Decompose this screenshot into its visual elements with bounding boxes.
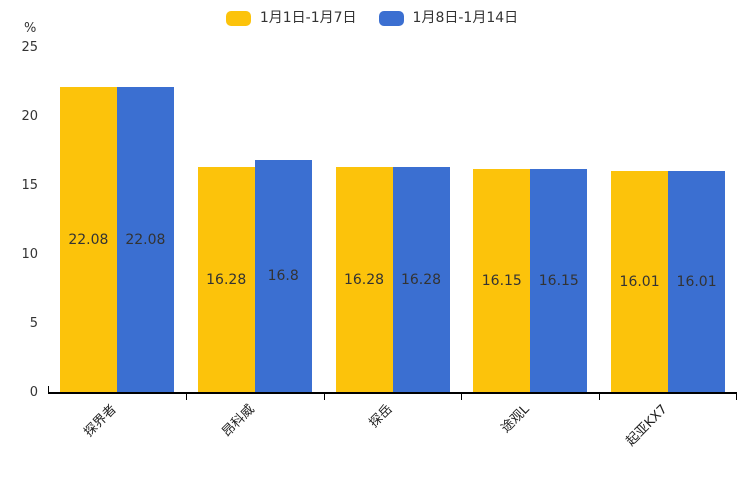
x-axis-tick [48, 386, 49, 392]
y-tick-label: 20 [21, 109, 38, 124]
x-category-label: 探岳 [366, 402, 396, 432]
bar-value-label: 16.15 [538, 272, 579, 289]
legend: 1月1日-1月7日 1月8日-1月14日 [0, 8, 744, 28]
bar-series2 [116, 87, 174, 392]
bar-value-label: 22.08 [125, 231, 166, 248]
y-tick-label: 0 [29, 385, 38, 400]
bar-series2 [254, 160, 312, 392]
bar-value-label: 16.01 [676, 273, 717, 290]
y-axis-unit-label: % [24, 21, 37, 36]
x-category-label: 途观L [498, 402, 533, 437]
bar-series2 [530, 169, 588, 392]
bar-series1 [59, 87, 117, 392]
bar-series1 [611, 171, 669, 392]
bar-series1 [197, 167, 255, 392]
x-category-label: 昂科威 [219, 402, 258, 441]
bar-value-label: 16.15 [481, 272, 522, 289]
bar-value-label: 16.01 [619, 273, 660, 290]
y-tick-label: 15 [21, 178, 38, 193]
x-category-label: 探界者 [81, 402, 120, 441]
bar-series2 [668, 171, 726, 392]
bar-value-label: 16.8 [267, 268, 299, 285]
legend-item[interactable]: 1月8日-1月14日 [378, 9, 519, 26]
bar-value-label: 22.08 [68, 231, 109, 248]
legend-label: 1月8日-1月14日 [412, 9, 519, 26]
bar-series1 [335, 167, 393, 392]
x-axis-tick [323, 394, 325, 400]
x-axis-line [48, 392, 737, 394]
x-category-label: 起亚KX7 [623, 402, 671, 450]
y-tick-label: 5 [29, 316, 38, 331]
legend-item[interactable]: 1月1日-1月7日 [225, 9, 357, 26]
legend-swatch-icon [378, 10, 404, 26]
y-tick-label: 10 [21, 247, 38, 262]
legend-swatch-icon [225, 10, 251, 26]
y-tick-label: 25 [21, 40, 38, 55]
bar-series1 [473, 169, 531, 392]
x-axis-tick [599, 394, 601, 400]
x-axis-tick [461, 394, 463, 400]
bar-value-label: 16.28 [343, 271, 385, 288]
x-axis-tick [185, 394, 187, 400]
bar-value-label: 16.28 [206, 271, 247, 288]
bar-value-label: 16.28 [400, 271, 442, 288]
legend-label: 1月1日-1月7日 [259, 9, 357, 26]
bar-series2 [392, 167, 450, 392]
x-axis-tick [736, 394, 737, 400]
